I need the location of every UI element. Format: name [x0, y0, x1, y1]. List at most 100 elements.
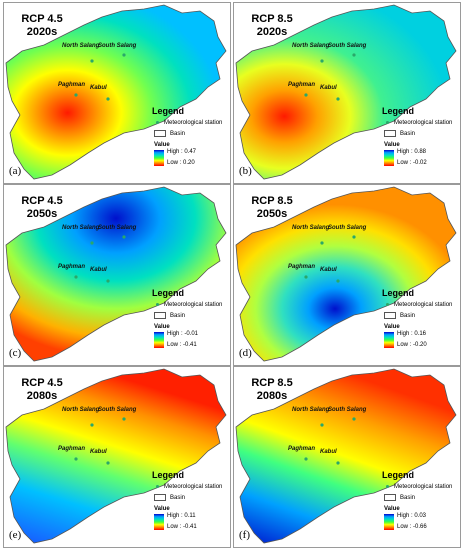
legend-title: Legend: [382, 470, 415, 480]
station-marker: [122, 417, 126, 421]
basin-outline: [235, 368, 457, 544]
legend-basin-row: Basin: [154, 130, 185, 137]
south-salang-label: South Salang: [98, 407, 137, 413]
basin-swatch-icon: [154, 494, 166, 501]
station-marker: [106, 461, 110, 465]
north-salang-label: North Salang: [292, 407, 330, 413]
station-icon: [156, 484, 159, 488]
high-value: High : 0.47: [167, 149, 197, 155]
value-label: Value: [154, 506, 170, 512]
paghman-label: Paghman: [288, 264, 316, 270]
station-marker: [352, 417, 356, 421]
panel-title: RCP 8.5 2080s: [242, 377, 302, 403]
low-value: Low : -0.41: [167, 342, 197, 348]
kabul-label: Kabul: [90, 85, 107, 91]
panel-letter: (c): [9, 347, 22, 359]
station-marker: [74, 93, 78, 97]
basin-swatch-icon: [154, 312, 166, 319]
station-icon: [386, 484, 389, 488]
scenario-label: RCP 8.5: [251, 377, 293, 389]
color-ramp: [154, 332, 164, 348]
color-ramp: [154, 514, 164, 530]
value-label: Value: [384, 142, 400, 148]
kabul-label: Kabul: [320, 267, 337, 273]
paghman-label: Paghman: [58, 446, 86, 452]
map-panel-4: RCP 8.5 2050s North Salang South Salang …: [233, 184, 461, 366]
value-label: Value: [154, 324, 170, 330]
basin-outline: [235, 186, 457, 362]
basin-outline: [5, 368, 227, 544]
station-marker: [336, 279, 340, 283]
legend-station-row: Meteorological station: [384, 484, 452, 490]
scenario-label: RCP 4.5: [21, 13, 63, 25]
panel-letter: (f): [239, 529, 250, 541]
station-marker: [320, 59, 324, 63]
station-marker: [352, 53, 356, 57]
legend-basin-row: Basin: [384, 312, 415, 319]
legend-station-row: Meteorological station: [384, 120, 452, 126]
panel-letter: (b): [239, 165, 252, 177]
legend-basin-row: Basin: [384, 494, 415, 501]
station-marker: [122, 53, 126, 57]
south-salang-label: South Salang: [328, 225, 367, 231]
south-salang-label: South Salang: [98, 225, 137, 231]
north-salang-label: North Salang: [292, 43, 330, 49]
station-marker: [336, 97, 340, 101]
kabul-label: Kabul: [320, 85, 337, 91]
station-marker: [304, 457, 308, 461]
legend-basin-row: Basin: [154, 494, 185, 501]
legend-title: Legend: [382, 288, 415, 298]
station-marker: [106, 97, 110, 101]
high-value: High : 0.16: [397, 331, 427, 337]
panel-letter: (d): [239, 347, 252, 359]
legend-station-row: Meteorological station: [384, 302, 452, 308]
station-marker: [90, 59, 94, 63]
low-value: Low : -0.02: [397, 160, 427, 166]
panel-title: RCP 8.5 2050s: [242, 195, 302, 221]
paghman-label: Paghman: [58, 264, 86, 270]
color-ramp: [384, 514, 394, 530]
period-label: 2080s: [256, 390, 288, 402]
color-ramp: [384, 332, 394, 348]
station-marker: [90, 423, 94, 427]
paghman-label: Paghman: [288, 446, 316, 452]
basin-outline: [235, 4, 457, 180]
color-ramp: [384, 150, 394, 166]
color-ramp: [154, 150, 164, 166]
value-label: Value: [384, 506, 400, 512]
station-marker: [304, 275, 308, 279]
south-salang-label: South Salang: [98, 43, 137, 49]
kabul-label: Kabul: [90, 449, 107, 455]
station-marker: [90, 241, 94, 245]
paghman-label: Paghman: [288, 82, 316, 88]
map-panel-3: RCP 4.5 2050s North Salang South Salang …: [3, 184, 231, 366]
map-panel-5: RCP 4.5 2080s North Salang South Salang …: [3, 366, 231, 548]
station-icon: [156, 302, 159, 306]
high-value: High : -0.01: [167, 331, 199, 337]
panel-title: RCP 4.5 2020s: [12, 13, 72, 39]
legend-station-row: Meteorological station: [154, 484, 222, 490]
panel-title: RCP 4.5 2050s: [12, 195, 72, 221]
station-marker: [74, 275, 78, 279]
panel-letter: (e): [9, 529, 22, 541]
north-salang-label: North Salang: [62, 225, 100, 231]
legend-basin-row: Basin: [384, 130, 415, 137]
south-salang-label: South Salang: [328, 407, 367, 413]
map-panel-2: RCP 8.5 2020s North Salang South Salang …: [233, 2, 461, 184]
scenario-label: RCP 4.5: [21, 195, 63, 207]
period-label: 2050s: [256, 208, 288, 220]
low-value: Low : -0.41: [167, 524, 197, 530]
station-icon: [386, 302, 389, 306]
station-marker: [122, 235, 126, 239]
legend-title: Legend: [152, 106, 185, 116]
basin-outline: [5, 4, 227, 180]
scenario-label: RCP 8.5: [251, 195, 293, 207]
paghman-label: Paghman: [58, 82, 86, 88]
basin-map: [5, 4, 227, 180]
basin-swatch-icon: [384, 130, 396, 137]
basin-outline: [5, 186, 227, 362]
basin-map: [5, 368, 227, 544]
station-marker: [106, 279, 110, 283]
panel-letter: (a): [9, 165, 22, 177]
basin-map: [235, 4, 457, 180]
